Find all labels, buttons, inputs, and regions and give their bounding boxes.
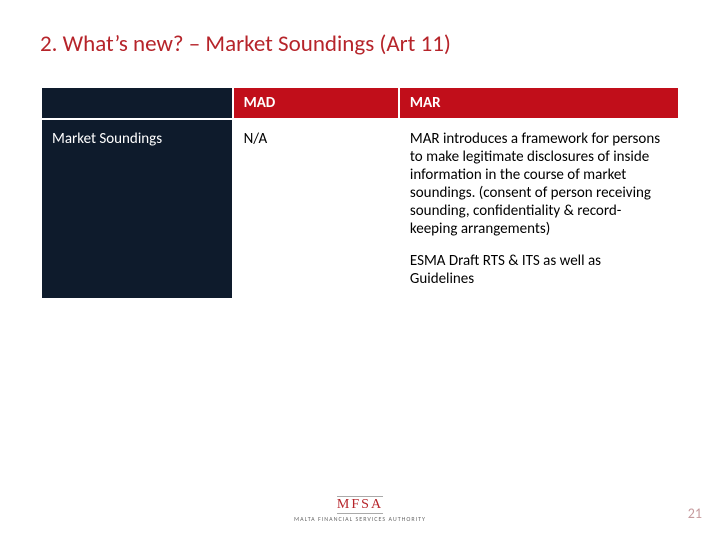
slide-title: 2. What’s new? – Market Soundings (Art 1…	[40, 30, 680, 58]
page-number: 21	[688, 505, 702, 522]
cell-mar: MAR introduces a framework for persons t…	[400, 120, 678, 298]
mar-paragraph: MAR introduces a framework for persons t…	[410, 130, 668, 238]
table-header-mad: MAD	[234, 88, 398, 118]
row-label: Market Soundings	[42, 120, 232, 298]
mar-paragraph: ESMA Draft RTS & ITS as well as Guidelin…	[410, 252, 668, 288]
table-header-mar: MAR	[400, 88, 678, 118]
table-header-blank	[42, 88, 232, 118]
logo-main-text: MFSA	[337, 496, 383, 514]
logo-sub-text: MALTA FINANCIAL SERVICES AUTHORITY	[294, 516, 426, 522]
footer-logo: MFSA MALTA FINANCIAL SERVICES AUTHORITY	[294, 496, 426, 522]
table-header-row: MAD MAR	[42, 88, 678, 118]
comparison-table: MAD MAR Market Soundings N/A MAR introdu…	[40, 86, 680, 300]
cell-mad: N/A	[234, 120, 398, 298]
table-row: Market Soundings N/A MAR introduces a fr…	[42, 120, 678, 298]
slide: 2. What’s new? – Market Soundings (Art 1…	[0, 0, 720, 540]
